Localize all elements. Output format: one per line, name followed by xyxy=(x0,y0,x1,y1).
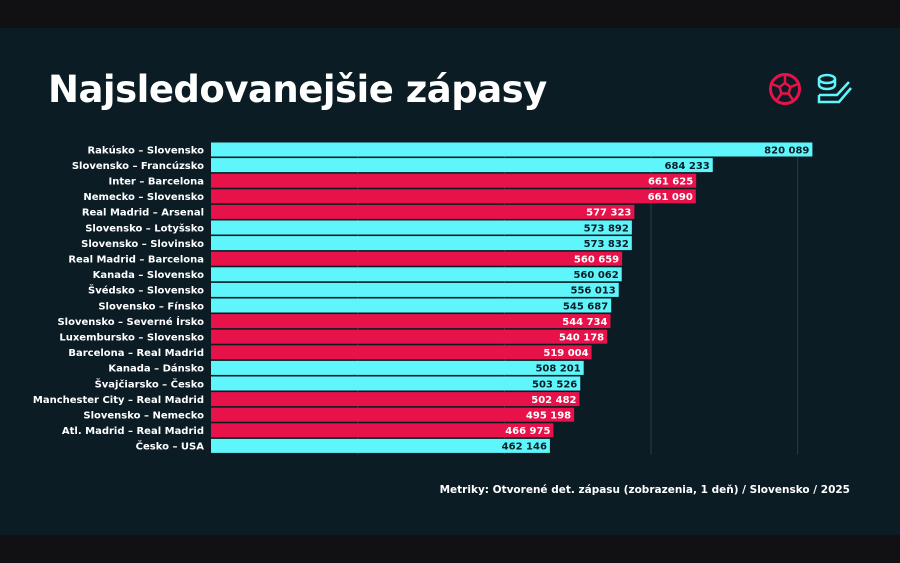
bar xyxy=(211,282,619,297)
value-label: 462 146 xyxy=(502,442,547,453)
football-icon xyxy=(769,73,801,105)
value-label: 560 062 xyxy=(573,270,618,281)
bar xyxy=(211,267,622,282)
page-title: Najsledovanejšie zápasy xyxy=(48,68,547,111)
value-label: 466 975 xyxy=(505,426,550,437)
bar xyxy=(211,158,713,173)
bar xyxy=(211,236,632,251)
bar xyxy=(211,298,612,313)
category-label: Luxembursko – Slovensko xyxy=(59,333,204,344)
top-letterbox xyxy=(0,0,900,28)
category-label: Švédsko – Slovensko xyxy=(88,284,204,297)
bar xyxy=(211,360,584,375)
value-label: 545 687 xyxy=(563,301,608,312)
bar xyxy=(211,407,575,422)
category-label: Česko – USA xyxy=(136,440,205,453)
bar xyxy=(211,314,611,329)
value-label: 508 201 xyxy=(535,364,580,375)
hockey-icon xyxy=(817,73,852,104)
bar xyxy=(211,376,581,391)
category-label: Nemecko – Slovensko xyxy=(83,192,204,203)
category-label: Kanada – Dánsko xyxy=(108,363,204,375)
value-label: 495 198 xyxy=(526,411,571,422)
value-label: 503 526 xyxy=(532,379,577,390)
value-label: 661 090 xyxy=(648,192,693,203)
bar xyxy=(211,423,554,438)
value-label: 560 659 xyxy=(574,255,619,266)
category-label: Barcelona – Real Madrid xyxy=(68,348,204,359)
bar xyxy=(211,204,635,219)
value-label: 502 482 xyxy=(531,395,576,406)
category-label: Inter – Barcelona xyxy=(109,177,204,188)
bar xyxy=(211,142,813,157)
category-label: Kanada – Slovensko xyxy=(93,270,204,281)
category-label: Manchester City – Real Madrid xyxy=(33,395,204,406)
bar xyxy=(211,173,697,188)
value-label: 820 089 xyxy=(764,145,809,156)
bar xyxy=(211,329,608,344)
category-label: Real Madrid – Arsenal xyxy=(82,208,204,219)
bar xyxy=(211,392,580,407)
category-label: Slovensko – Nemecko xyxy=(83,411,204,422)
bottom-letterbox xyxy=(0,535,900,563)
value-label: 573 832 xyxy=(584,239,629,250)
value-label: 519 004 xyxy=(543,348,588,359)
value-label: 556 013 xyxy=(571,286,616,297)
value-label: 661 625 xyxy=(648,177,693,188)
bar xyxy=(211,220,632,235)
category-label: Slovensko – Lotyšsko xyxy=(85,222,204,234)
value-label: 544 734 xyxy=(562,317,607,328)
category-label: Slovensko – Severné Írsko xyxy=(57,315,204,328)
value-label: 573 892 xyxy=(584,223,629,234)
category-label: Slovensko – Francúzsko xyxy=(72,160,204,172)
category-label: Slovensko – Slovinsko xyxy=(81,239,204,250)
bar xyxy=(211,189,696,204)
value-label: 684 233 xyxy=(665,161,710,172)
category-label: Rakúsko – Slovensko xyxy=(87,144,204,156)
sport-legend xyxy=(768,72,852,106)
bar xyxy=(211,251,623,266)
value-label: 577 323 xyxy=(586,208,631,219)
category-label: Švajčiarsko – Česko xyxy=(95,377,205,390)
footnote: Metriky: Otvorené det. zápasu (zobrazeni… xyxy=(439,484,850,496)
category-label: Slovensko – Fínsko xyxy=(98,300,204,312)
category-label: Atl. Madrid – Real Madrid xyxy=(62,426,204,437)
bar xyxy=(211,345,592,360)
value-label: 540 178 xyxy=(559,333,604,344)
category-label: Real Madrid – Barcelona xyxy=(68,255,204,266)
bar xyxy=(211,438,550,453)
